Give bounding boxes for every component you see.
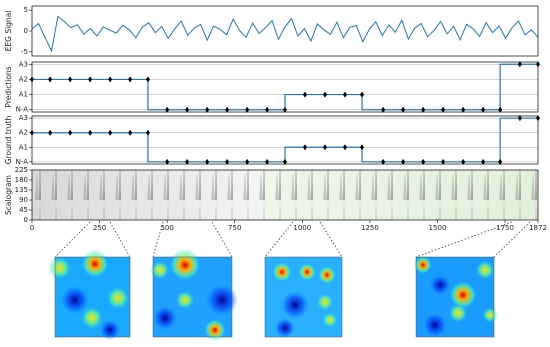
marker [323,144,328,151]
zoom-links [54,221,531,258]
marker [245,106,250,113]
heatmap [264,256,343,338]
marker [323,91,328,98]
x-tick-label: 750 [228,224,241,232]
marker [205,158,210,165]
y-tick-label: A1 [19,91,28,99]
marker [461,158,466,165]
marker [441,158,446,165]
y-axis-label: Ground truth [4,116,13,165]
marker [381,158,386,165]
y-tick-label: A3 [19,114,28,122]
y-axis-label: Scalogram [4,175,13,215]
marker [128,129,133,136]
marker [461,106,466,113]
y-tick-label: 225 [15,166,28,174]
marker [88,76,93,83]
marker [381,106,386,113]
marker [283,106,287,113]
marker [303,91,308,98]
x-tick-label: 1872 [529,224,547,232]
y-tick-label: 180 [15,176,28,184]
panel: N-A A1 A2 A3 Predictions [4,60,540,114]
marker [343,91,348,98]
marker [48,129,53,136]
marker [481,106,486,113]
y-tick-label: A1 [19,143,28,151]
marker [498,106,503,113]
marker [283,158,287,165]
axes-frame [31,61,539,113]
marker [128,76,133,83]
panel: N-A A1 A2 A3 Ground truth [4,114,540,166]
marker [48,76,53,83]
marker [68,76,73,83]
y-tick-label: A2 [19,129,28,137]
scalogram-image [32,170,538,220]
y-axis-label: Predictions [4,66,13,107]
marker [225,106,230,113]
marker [441,106,446,113]
marker [185,158,190,165]
axes-frame [31,115,539,165]
marker [145,76,150,83]
marker [265,158,270,165]
step-line [32,117,538,163]
marker [108,76,113,83]
marker [401,106,406,113]
marker [421,158,426,165]
y-tick-label: A3 [19,60,28,68]
heatmap [414,256,498,338]
marker [360,91,365,98]
heatmap [48,250,131,340]
x-tick-label: 0 [30,224,34,232]
marker [303,144,308,151]
step-line [32,63,538,111]
x-tick-label: 1750 [496,224,514,232]
axes-frame [31,5,539,57]
y-axis-label: EEG Signal [4,11,13,52]
marker [165,158,170,165]
heatmap [150,249,238,341]
marker [205,106,210,113]
marker [245,158,250,165]
x-tick-label: 500 [160,224,173,232]
marker [165,106,170,113]
y-tick-label: 135 [15,186,28,194]
y-tick-label: A2 [19,75,28,83]
x-tick-label: 1000 [293,224,311,232]
x-tick-label: 1500 [429,224,447,232]
marker [401,158,406,165]
y-tick-label: 0 [24,27,28,35]
axes-frame [31,169,539,221]
y-tick-label: 90 [19,196,28,204]
marker [360,144,365,151]
marker [145,129,150,136]
marker [517,115,522,122]
marker [68,129,73,136]
marker [498,158,503,165]
x-tick-label: 1250 [361,224,379,232]
y-tick-label: N-A [16,158,29,166]
signal-line [31,15,539,53]
y-tick-label: -5 [21,48,28,56]
marker [225,158,230,165]
marker [265,106,270,113]
y-tick-label: 45 [19,206,28,214]
marker [88,129,93,136]
marker [421,106,426,113]
panel: -5 0 5 EEG Signal [4,5,539,57]
marker [185,106,190,113]
y-tick-label: 0 [24,216,28,224]
marker [108,129,113,136]
y-tick-label: 5 [24,6,28,14]
y-tick-label: N-A [16,106,29,114]
marker [343,144,348,151]
panel: 0 45 90 135 180 225 0 250 500 750 1000 1250 1500 1750… [4,166,547,232]
marker [481,158,486,165]
x-tick-label: 250 [93,224,106,232]
marker [517,61,522,68]
